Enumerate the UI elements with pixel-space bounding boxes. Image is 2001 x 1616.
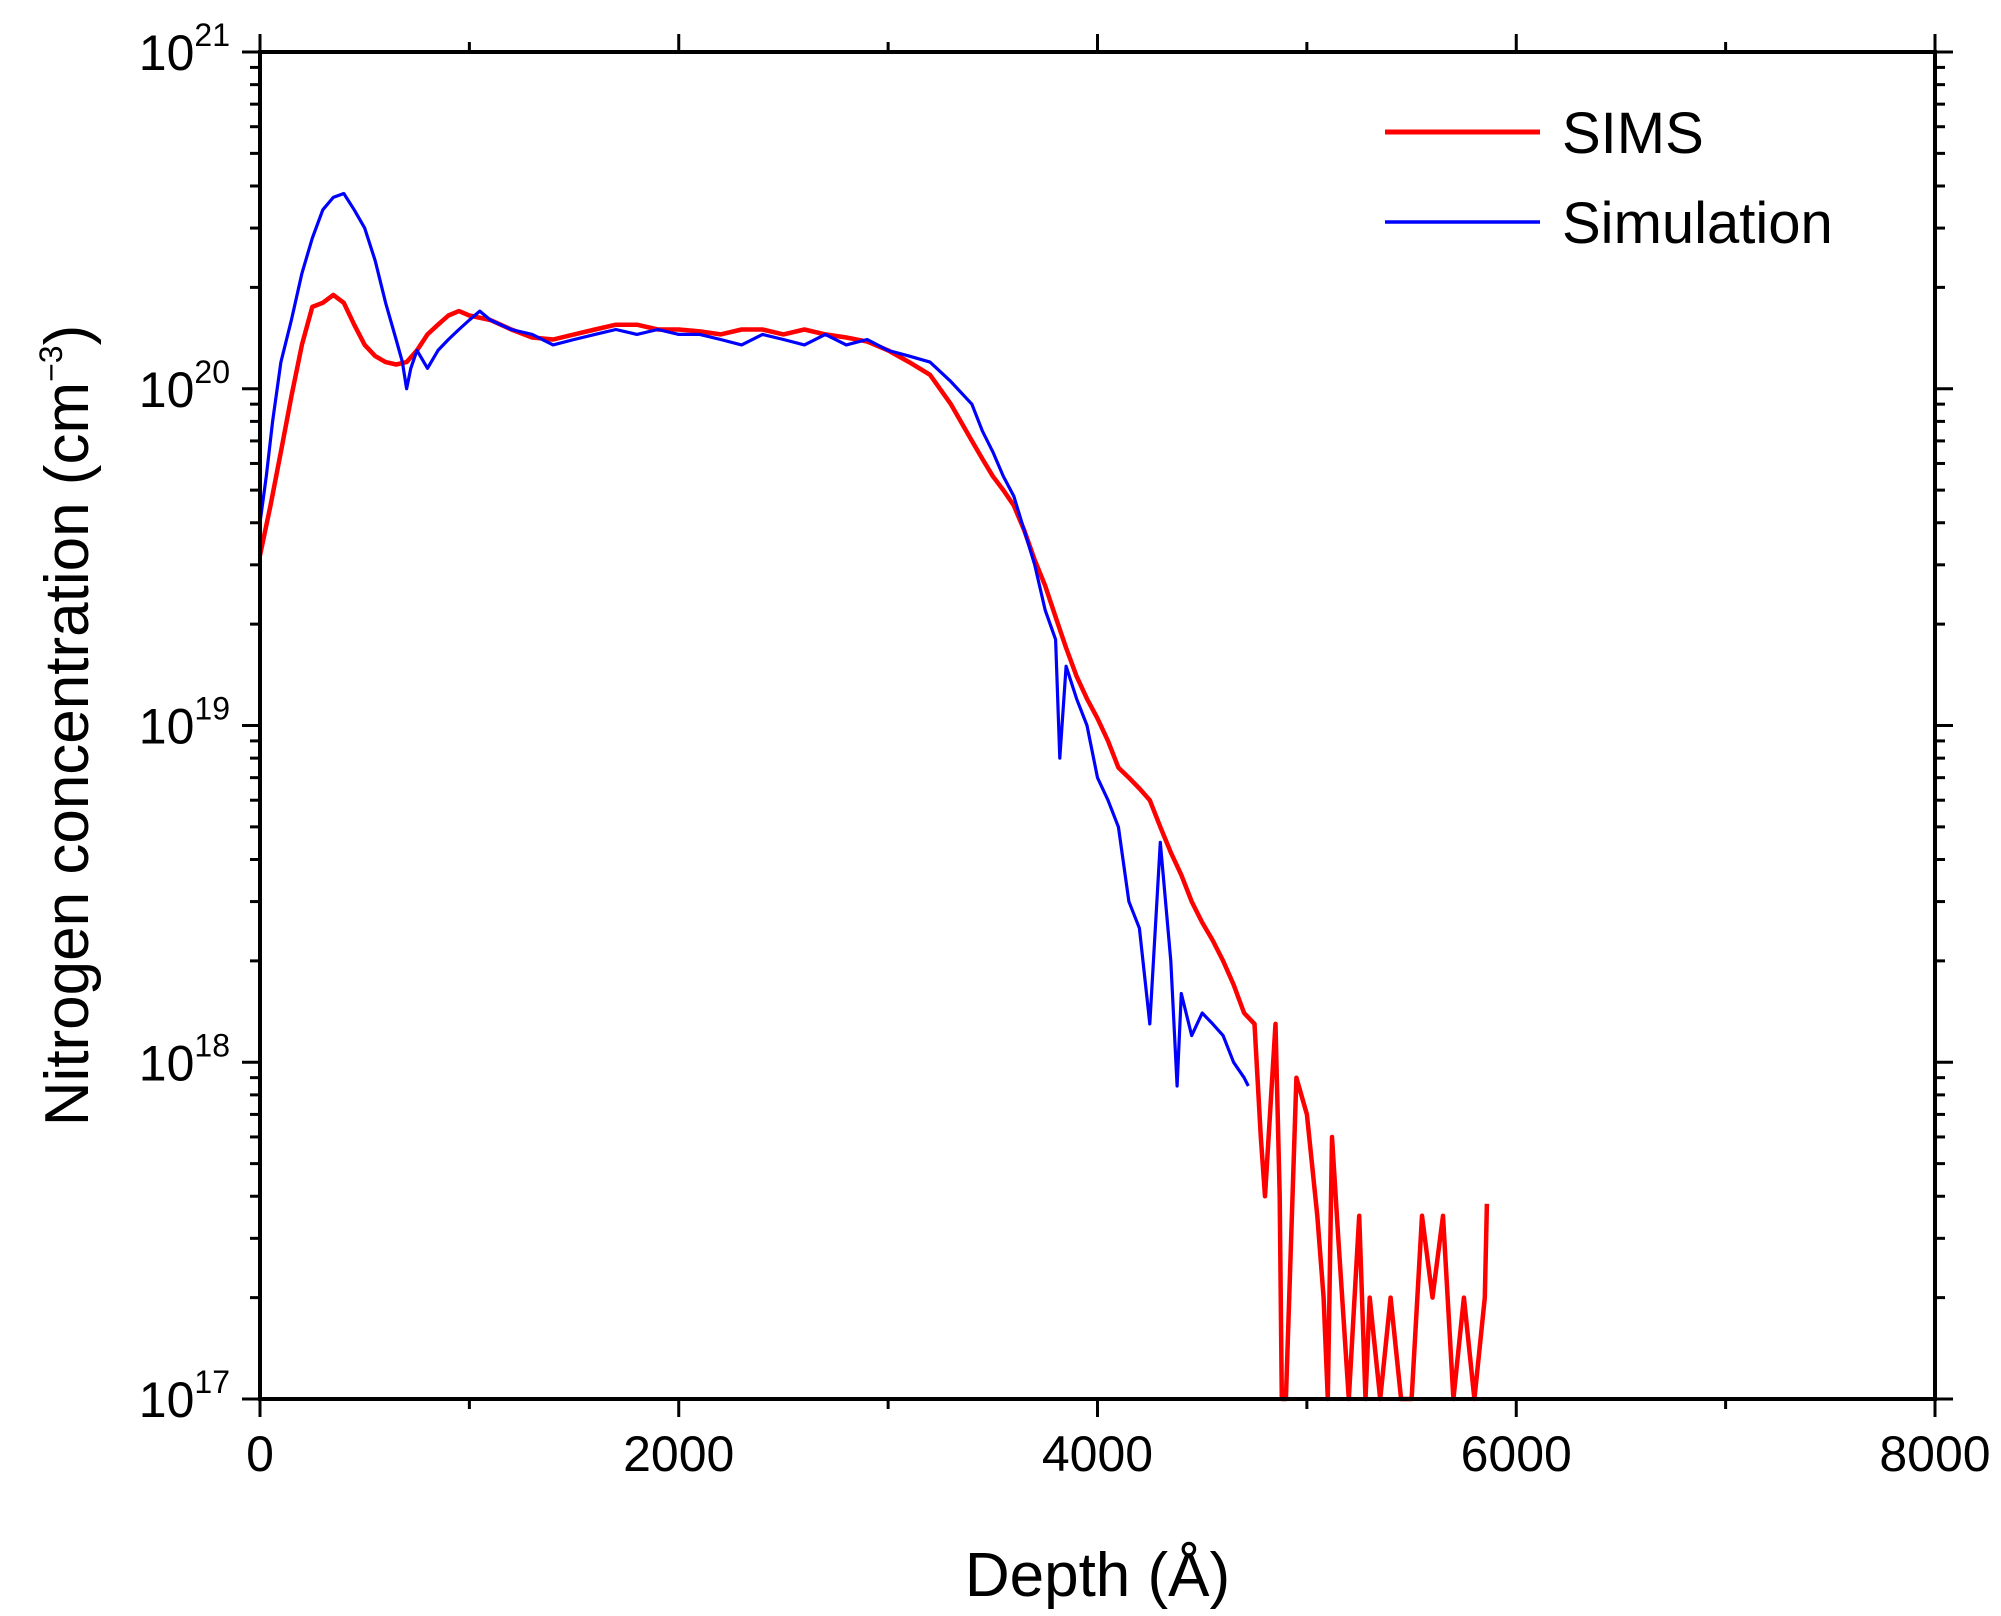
y-tick-label: 1020 bbox=[139, 354, 230, 418]
x-axis-title: Depth (Å) bbox=[965, 1541, 1230, 1610]
series-line-simulation bbox=[258, 191, 1250, 1088]
y-tick-label: 1021 bbox=[139, 17, 230, 81]
x-tick-label: 4000 bbox=[1042, 1426, 1153, 1482]
x-tick-label: 0 bbox=[246, 1426, 274, 1482]
y-tick-label: 1017 bbox=[139, 1364, 230, 1428]
y-tick-label: 1019 bbox=[139, 691, 230, 755]
series-layer bbox=[257, 191, 1490, 1402]
legend: SIMS Simulation bbox=[1385, 101, 1833, 256]
x-tick-label: 8000 bbox=[1879, 1426, 1990, 1482]
y-axis-title-close: ) bbox=[33, 325, 102, 346]
legend-label-sims: SIMS bbox=[1562, 101, 1704, 166]
tick-layer: 0 2000 4000 6000 8000 1017 1018 1019 1020 1021 bbox=[139, 17, 1991, 1482]
y-axis-title-exponent: −3 bbox=[33, 345, 69, 381]
y-axis-title: Nitrogen concentration (cm−3) bbox=[33, 325, 102, 1126]
y-axis-title-group: Nitrogen concentration (cm−3) bbox=[33, 325, 102, 1126]
x-tick-label: 6000 bbox=[1461, 1426, 1572, 1482]
legend-label-simulation: Simulation bbox=[1562, 191, 1833, 256]
y-tick-label: 1018 bbox=[139, 1027, 230, 1091]
y-axis-title-text: Nitrogen concentration (cm bbox=[33, 382, 102, 1126]
x-axis-title-group: Depth (Å) bbox=[965, 1541, 1230, 1610]
x-tick-label: 2000 bbox=[623, 1426, 734, 1482]
